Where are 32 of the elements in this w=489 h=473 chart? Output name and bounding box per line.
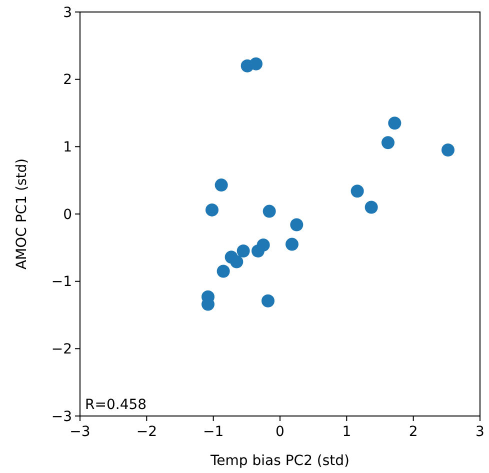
point (236, 244, 250, 258)
point (214, 178, 228, 192)
point (252, 244, 264, 258)
annotation: R=0.458 (85, 397, 147, 413)
point (442, 144, 454, 157)
point (216, 264, 230, 278)
point (230, 255, 244, 268)
point (364, 200, 378, 214)
point (262, 294, 274, 308)
y-tick-label: −2 (51, 342, 72, 358)
point (250, 57, 262, 70)
y-tick-label: 3 (63, 4, 72, 21)
y-tick-label: 2 (63, 72, 72, 88)
y-tick-label: 0 (63, 206, 72, 223)
point (350, 184, 364, 198)
x-tick-label: −2 (136, 424, 157, 440)
point (290, 218, 304, 232)
point (286, 238, 298, 251)
x-tick-label: 0 (276, 424, 284, 440)
point (388, 116, 402, 130)
y-tick-label: 1 (63, 140, 72, 156)
y-tick-label: −1 (51, 274, 72, 290)
x-tick-label: −1 (203, 424, 224, 440)
point (382, 136, 394, 150)
point (262, 204, 276, 218)
x-tick-label: 1 (342, 424, 352, 440)
x-tick-label: 3 (476, 424, 484, 440)
point (206, 203, 218, 216)
y-tick-label: −3 (51, 408, 72, 425)
x-axis-title: Temp bias PC2 (std) (209, 453, 350, 469)
x-tick-label: 2 (408, 424, 418, 440)
y-axis-title: AMOC PC1 (std) (14, 158, 30, 270)
